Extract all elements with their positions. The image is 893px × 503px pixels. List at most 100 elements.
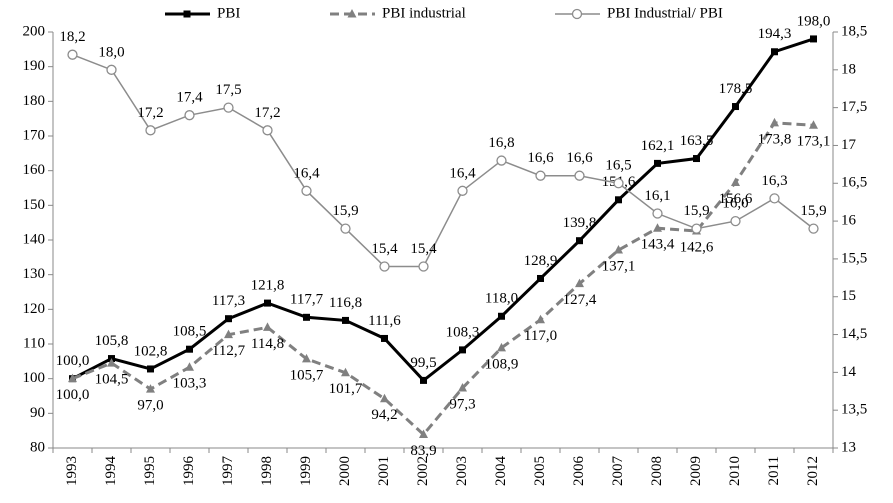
data-label: 178,5 (719, 81, 753, 97)
data-label: 15,4 (371, 241, 398, 257)
x-tick-label: 1993 (64, 456, 80, 486)
data-label: 118,0 (485, 291, 518, 307)
y-tick-label: 80 (30, 439, 45, 455)
data-label: 143,4 (641, 237, 675, 253)
point (808, 223, 819, 234)
data-label: 114,8 (251, 336, 284, 352)
data-label: 173,8 (758, 131, 792, 147)
point (380, 393, 389, 403)
point (731, 177, 740, 186)
x-tick-label: 2006 (571, 456, 587, 487)
y2-tick-label: 14 (841, 364, 857, 380)
point (340, 223, 351, 234)
point (771, 48, 778, 56)
y2-tick-label: 16,5 (841, 175, 867, 191)
point (419, 429, 428, 438)
point (145, 125, 156, 136)
point (575, 278, 584, 288)
point (301, 185, 312, 196)
y2-tick-label: 17 (841, 137, 857, 153)
point (457, 185, 468, 196)
x-tick-label: 2001 (376, 456, 392, 486)
x-tick-label: 1998 (259, 456, 275, 486)
legend-label: PBI (217, 5, 240, 21)
data-label: 17,2 (254, 105, 280, 121)
data-label: 15,9 (683, 203, 709, 219)
point (536, 314, 545, 324)
point (496, 155, 507, 166)
point (535, 170, 546, 181)
legend-marker (347, 9, 357, 18)
point (652, 208, 663, 219)
y-tick-label: 200 (23, 23, 46, 39)
y-tick-label: 90 (30, 405, 45, 421)
data-label: 127,4 (563, 292, 597, 308)
y-tick-label: 180 (23, 93, 46, 109)
data-label: 111,6 (368, 313, 401, 329)
data-label: 100,0 (56, 353, 90, 369)
y-tick-label: 120 (23, 301, 46, 317)
point (379, 261, 390, 272)
data-label: 16,1 (644, 188, 670, 204)
data-label: 16,4 (449, 165, 476, 181)
x-tick-label: 2010 (727, 456, 743, 486)
y-tick-label: 140 (23, 231, 46, 247)
point (418, 261, 429, 272)
point (574, 170, 585, 181)
data-label: 18,0 (98, 44, 124, 60)
data-label: 163,5 (680, 133, 714, 149)
point (68, 373, 77, 383)
data-label: 108,9 (485, 356, 519, 372)
point (458, 383, 467, 392)
data-label: 108,5 (173, 324, 207, 340)
data-label: 142,6 (680, 239, 714, 255)
data-label: 108,3 (446, 324, 480, 340)
data-label: 117,7 (290, 292, 324, 308)
point (537, 274, 544, 282)
legend-marker (183, 10, 191, 18)
data-label: 16,3 (761, 173, 787, 189)
point (184, 110, 195, 121)
point (381, 334, 388, 342)
y-tick-label: 150 (23, 197, 46, 213)
data-label: 16,5 (605, 158, 631, 174)
point (262, 125, 273, 136)
point (224, 329, 233, 339)
y2-tick-label: 13 (841, 439, 856, 455)
x-tick-label: 2008 (649, 456, 665, 486)
data-label: 103,3 (173, 376, 207, 392)
x-tick-label: 1995 (142, 456, 158, 486)
point (107, 358, 116, 367)
point (614, 245, 623, 254)
series-line (71, 121, 814, 437)
point (770, 117, 779, 127)
point (498, 312, 505, 320)
data-label: 18,2 (59, 29, 85, 45)
data-label: 105,8 (95, 333, 129, 349)
point (497, 342, 506, 352)
legend-label: PBI industrial (382, 5, 466, 21)
y-tick-label: 100 (23, 370, 46, 386)
data-label: 105,7 (290, 367, 324, 383)
data-label: 117,0 (524, 328, 557, 344)
point (185, 362, 194, 371)
y-tick-label: 170 (23, 127, 46, 143)
point (613, 178, 624, 189)
x-tick-label: 2012 (805, 456, 821, 486)
point (769, 193, 780, 204)
data-label: 137,1 (602, 258, 636, 274)
x-tick-label: 2004 (493, 456, 509, 487)
y2-tick-label: 18 (841, 61, 856, 77)
data-label: 94,2 (371, 407, 397, 423)
point (653, 223, 662, 232)
y2-tick-label: 17,5 (841, 99, 867, 115)
x-tick-label: 1997 (220, 456, 236, 487)
x-tick-label: 2002 (415, 456, 431, 486)
x-tick-label: 1996 (181, 456, 197, 487)
data-label: 15,4 (410, 241, 437, 257)
data-label: 17,2 (137, 105, 163, 121)
data-label: 16,8 (488, 135, 514, 151)
data-label: 173,1 (797, 134, 831, 150)
